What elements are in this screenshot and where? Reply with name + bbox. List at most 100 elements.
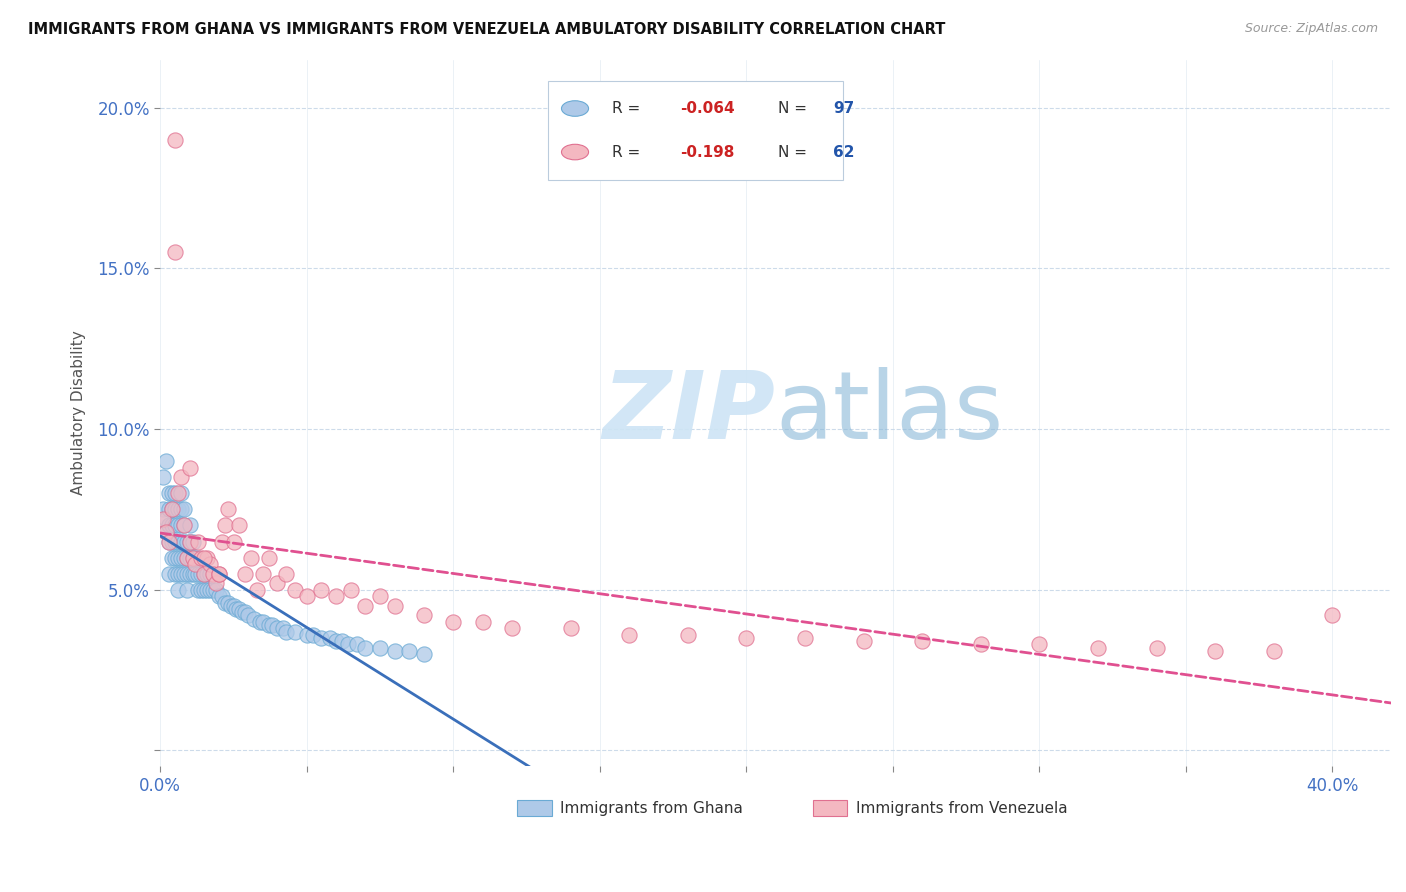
Point bbox=[157, 518, 180, 533]
Point bbox=[208, 566, 231, 581]
Point bbox=[170, 470, 193, 484]
Point bbox=[276, 624, 298, 639]
Point bbox=[295, 589, 318, 603]
Point bbox=[187, 566, 209, 581]
Point bbox=[170, 486, 193, 500]
Point bbox=[325, 589, 347, 603]
Point bbox=[325, 634, 347, 648]
Point bbox=[1263, 644, 1285, 658]
Point bbox=[160, 550, 183, 565]
Point bbox=[1146, 640, 1168, 655]
Point bbox=[319, 631, 342, 645]
Text: R =: R = bbox=[612, 101, 645, 116]
Point bbox=[211, 589, 233, 603]
Bar bbox=[517, 800, 551, 816]
Point bbox=[160, 502, 183, 516]
Text: 62: 62 bbox=[834, 145, 855, 160]
Point bbox=[163, 550, 186, 565]
Point bbox=[173, 518, 195, 533]
Text: Source: ZipAtlas.com: Source: ZipAtlas.com bbox=[1244, 22, 1378, 36]
Point bbox=[179, 534, 201, 549]
Point bbox=[195, 550, 218, 565]
Point bbox=[157, 502, 180, 516]
Point bbox=[384, 644, 406, 658]
Point bbox=[181, 550, 204, 565]
Point bbox=[190, 566, 212, 581]
Point bbox=[160, 486, 183, 500]
Point bbox=[560, 621, 582, 635]
Point bbox=[911, 634, 934, 648]
Point bbox=[205, 582, 228, 597]
Point bbox=[187, 550, 209, 565]
Point bbox=[170, 550, 193, 565]
Point bbox=[163, 518, 186, 533]
Text: R =: R = bbox=[612, 145, 645, 160]
Point bbox=[228, 518, 250, 533]
Text: -0.198: -0.198 bbox=[679, 145, 734, 160]
Point bbox=[187, 534, 209, 549]
Text: 97: 97 bbox=[834, 101, 855, 116]
Point bbox=[163, 486, 186, 500]
Point bbox=[166, 534, 188, 549]
Point bbox=[202, 582, 225, 597]
Text: N =: N = bbox=[778, 145, 813, 160]
Point bbox=[354, 640, 377, 655]
Point bbox=[501, 621, 523, 635]
Point bbox=[252, 615, 274, 629]
Point bbox=[187, 582, 209, 597]
Point bbox=[166, 486, 188, 500]
Point bbox=[166, 582, 188, 597]
Point bbox=[176, 550, 198, 565]
Point bbox=[157, 534, 180, 549]
Point bbox=[211, 534, 233, 549]
Point bbox=[173, 566, 195, 581]
Point bbox=[166, 550, 188, 565]
Point bbox=[257, 618, 280, 632]
Point bbox=[170, 566, 193, 581]
Point bbox=[190, 582, 212, 597]
Circle shape bbox=[561, 101, 589, 116]
Point bbox=[166, 566, 188, 581]
Point bbox=[284, 582, 307, 597]
Point bbox=[228, 602, 250, 616]
Point bbox=[1028, 637, 1050, 651]
Point bbox=[214, 518, 236, 533]
Point bbox=[193, 582, 215, 597]
Point bbox=[354, 599, 377, 613]
Point bbox=[173, 502, 195, 516]
Point bbox=[217, 596, 239, 610]
Point bbox=[173, 534, 195, 549]
Point bbox=[198, 582, 221, 597]
Point bbox=[676, 628, 699, 642]
Point bbox=[155, 524, 177, 539]
Text: Immigrants from Venezuela: Immigrants from Venezuela bbox=[856, 801, 1067, 815]
Point bbox=[214, 596, 236, 610]
Point bbox=[208, 566, 231, 581]
Point bbox=[155, 454, 177, 468]
Point bbox=[176, 550, 198, 565]
Point bbox=[173, 550, 195, 565]
Point bbox=[184, 550, 207, 565]
Point bbox=[249, 615, 271, 629]
Point bbox=[179, 518, 201, 533]
Point bbox=[413, 647, 436, 661]
Point bbox=[163, 502, 186, 516]
Point bbox=[160, 534, 183, 549]
Point bbox=[1204, 644, 1226, 658]
Point bbox=[195, 566, 218, 581]
Point bbox=[157, 486, 180, 500]
Point bbox=[246, 582, 269, 597]
Point bbox=[198, 557, 221, 571]
Point bbox=[176, 534, 198, 549]
Point bbox=[152, 470, 174, 484]
Point bbox=[166, 502, 188, 516]
Point bbox=[233, 566, 256, 581]
Point bbox=[193, 566, 215, 581]
Point bbox=[157, 566, 180, 581]
Point bbox=[176, 582, 198, 597]
Point bbox=[166, 518, 188, 533]
Point bbox=[368, 589, 391, 603]
Point bbox=[163, 566, 186, 581]
Point bbox=[311, 582, 333, 597]
Text: IMMIGRANTS FROM GHANA VS IMMIGRANTS FROM VENEZUELA AMBULATORY DISABILITY CORRELA: IMMIGRANTS FROM GHANA VS IMMIGRANTS FROM… bbox=[28, 22, 945, 37]
